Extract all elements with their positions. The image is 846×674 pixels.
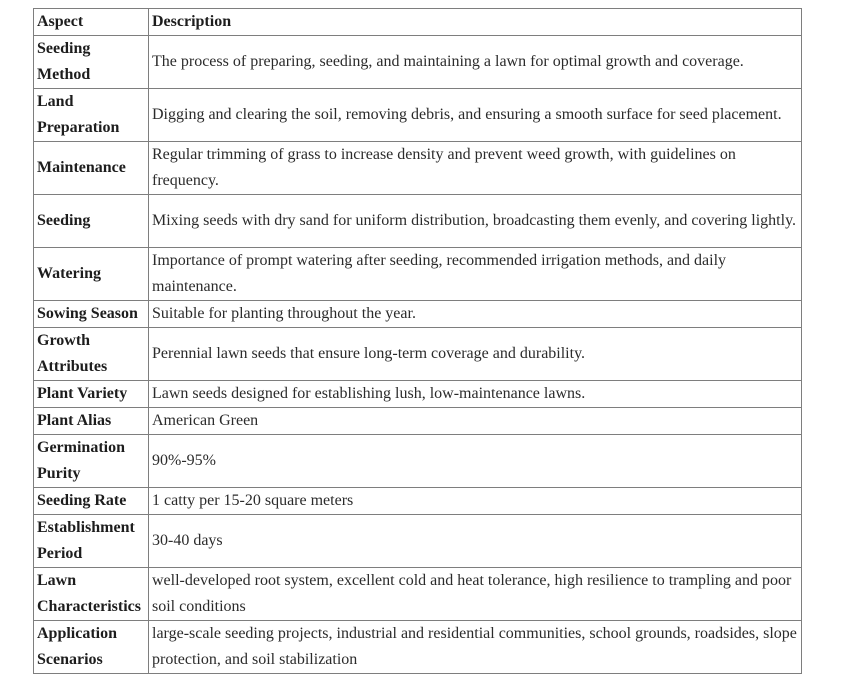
- table-header-row: Aspect Description: [33, 8, 802, 36]
- aspect-cell: Land Preparation: [33, 88, 149, 142]
- description-cell: The process of preparing, seeding, and m…: [148, 35, 802, 89]
- description-cell: Perennial lawn seeds that ensure long-te…: [148, 327, 802, 381]
- description-column-header: Description: [148, 8, 802, 36]
- table-row: Land Preparation Digging and clearing th…: [33, 88, 802, 142]
- table-row: Watering Importance of prompt watering a…: [33, 247, 802, 301]
- table-row: Germination Purity 90%-95%: [33, 434, 802, 488]
- description-cell: well-developed root system, excellent co…: [148, 567, 802, 621]
- table-row: Plant Alias American Green: [33, 407, 802, 435]
- table-row: Growth Attributes Perennial lawn seeds t…: [33, 327, 802, 381]
- table-row: Seeding Method The process of preparing,…: [33, 35, 802, 89]
- aspect-cell: Germination Purity: [33, 434, 149, 488]
- description-cell: 1 catty per 15-20 square meters: [148, 487, 802, 515]
- description-cell: 30-40 days: [148, 514, 802, 568]
- table-row: Sowing Season Suitable for planting thro…: [33, 300, 802, 328]
- aspect-cell: Maintenance: [33, 141, 149, 195]
- description-cell: 90%-95%: [148, 434, 802, 488]
- aspect-cell: Plant Variety: [33, 380, 149, 408]
- aspect-cell: Sowing Season: [33, 300, 149, 328]
- description-cell: Importance of prompt watering after seed…: [148, 247, 802, 301]
- description-cell: Mixing seeds with dry sand for uniform d…: [148, 194, 802, 248]
- table-row: Seeding Rate 1 catty per 15-20 square me…: [33, 487, 802, 515]
- aspect-description-table: Aspect Description Seeding Method The pr…: [33, 8, 802, 674]
- aspect-cell: Seeding Method: [33, 35, 149, 89]
- table-row: Lawn Characteristics well-developed root…: [33, 567, 802, 621]
- aspect-cell: Growth Attributes: [33, 327, 149, 381]
- aspect-cell: Lawn Characteristics: [33, 567, 149, 621]
- aspect-cell: Plant Alias: [33, 407, 149, 435]
- aspect-cell: Application Scenarios: [33, 620, 149, 674]
- aspect-column-header: Aspect: [33, 8, 149, 36]
- description-cell: Lawn seeds designed for establishing lus…: [148, 380, 802, 408]
- aspect-cell: Establishment Period: [33, 514, 149, 568]
- table-row: Establishment Period 30-40 days: [33, 514, 802, 568]
- table-row: Seeding Mixing seeds with dry sand for u…: [33, 194, 802, 248]
- aspect-cell: Seeding Rate: [33, 487, 149, 515]
- aspect-cell: Seeding: [33, 194, 149, 248]
- description-cell: Regular trimming of grass to increase de…: [148, 141, 802, 195]
- table-row: Maintenance Regular trimming of grass to…: [33, 141, 802, 195]
- description-cell: Digging and clearing the soil, removing …: [148, 88, 802, 142]
- table-row: Plant Variety Lawn seeds designed for es…: [33, 380, 802, 408]
- description-cell: Suitable for planting throughout the yea…: [148, 300, 802, 328]
- aspect-cell: Watering: [33, 247, 149, 301]
- table-row: Application Scenarios large-scale seedin…: [33, 620, 802, 674]
- description-cell: American Green: [148, 407, 802, 435]
- description-cell: large-scale seeding projects, industrial…: [148, 620, 802, 674]
